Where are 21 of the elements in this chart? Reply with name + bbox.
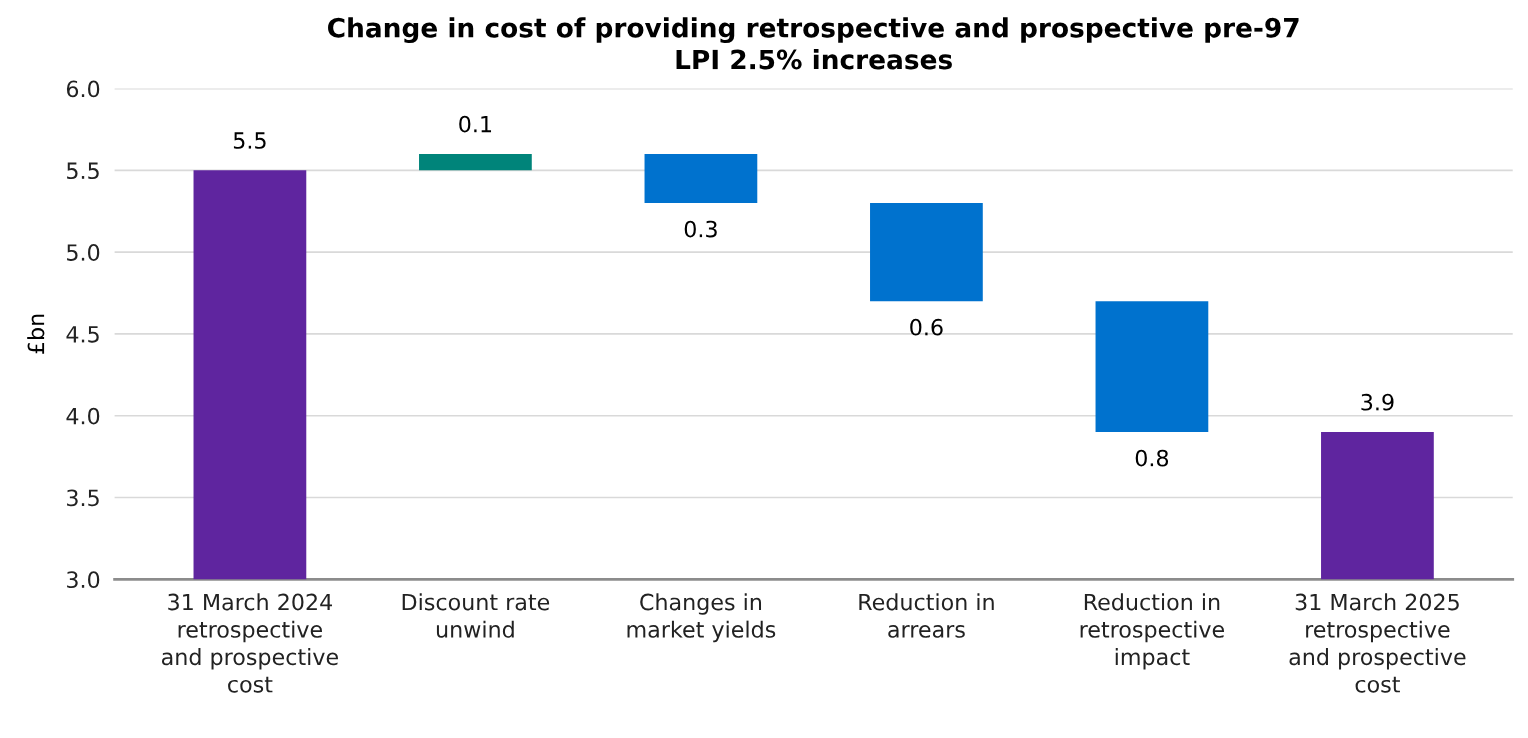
x-tick-label: Discount rate unwind — [402, 593, 550, 638]
y-tick-label: 5.0 — [67, 244, 100, 261]
y-axis-title: £bn — [27, 314, 45, 354]
x-tick-label: Changes in market yields — [627, 593, 776, 643]
data-label: 0.8 — [1135, 449, 1169, 467]
y-tick-label: 3.0 — [67, 571, 100, 589]
x-tick-label: Reduction in retrospective impact — [1080, 593, 1224, 670]
y-tick-label: 3.5 — [67, 489, 99, 507]
y-tick-label: 4.5 — [66, 326, 99, 343]
x-tick-label: Reduction in arrears — [859, 593, 994, 638]
data-label: 0.1 — [459, 115, 492, 133]
data-label: 0.6 — [910, 318, 943, 336]
data-label: 5.5 — [233, 132, 266, 149]
chart-title: Change in cost of providing retrospective and prospective pre-97 LPI 2.5% increases — [328, 17, 1299, 70]
y-tick-label: 4.0 — [66, 407, 100, 425]
data-label: 0.3 — [684, 220, 717, 238]
x-tick-label: 31 March 2024 retrospective and prospective cost — [161, 593, 338, 693]
y-tick-label: 5.5 — [67, 162, 99, 180]
data-label: 3.9 — [1361, 393, 1394, 411]
y-tick-label: 6.0 — [66, 80, 100, 98]
x-tick-label: 31 March 2025 retrospective and prospective cost — [1289, 593, 1466, 693]
